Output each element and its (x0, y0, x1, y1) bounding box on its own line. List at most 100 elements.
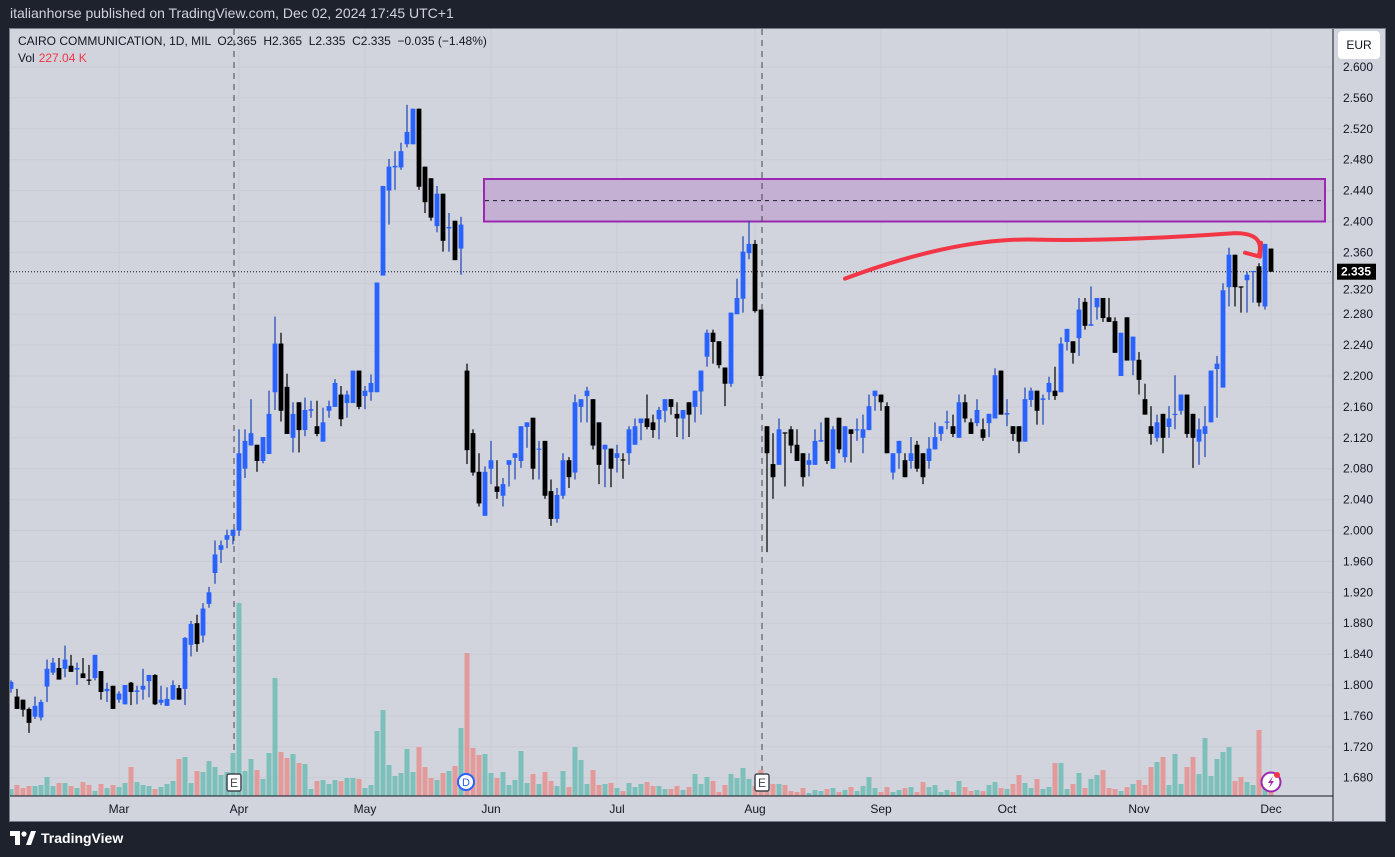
volume-bar (338, 781, 344, 796)
chart-panel[interactable]: 2.600 2.560 2.520 2.480 2.440 2.400 2.360 2.280… (9, 28, 1386, 822)
candle-body (1154, 422, 1160, 438)
candle-body (758, 309, 764, 376)
candle-body (638, 418, 644, 424)
candle-body (1214, 363, 1220, 370)
candle-body (764, 426, 770, 454)
volume-bar (1148, 767, 1154, 796)
candle-body (542, 440, 548, 496)
candle-body (848, 429, 854, 434)
volume-bar (776, 784, 782, 796)
volume-bar (194, 771, 200, 796)
volume-bar (134, 782, 140, 796)
candle-body (704, 332, 710, 357)
candle-body (812, 440, 818, 465)
candle-body (176, 688, 182, 700)
candle-body (458, 224, 464, 249)
candle-body (248, 433, 254, 446)
volume-bar (944, 790, 950, 796)
dividend-marker-icon[interactable] (457, 773, 475, 791)
volume-bar (548, 781, 554, 796)
symbol-legend[interactable]: CAIRO COMMUNICATION, 1D, MIL O2.365 H2.3… (18, 34, 487, 48)
candle-body (398, 151, 404, 168)
volume-bar (1010, 784, 1016, 796)
time-tick-label: Sep (870, 802, 892, 816)
volume-bar (26, 786, 32, 796)
volume-bar (176, 759, 182, 796)
candle-body (1268, 248, 1274, 272)
candle-body (32, 705, 38, 717)
candle-body (350, 370, 356, 404)
price-tick-label: 2.200 (1343, 369, 1373, 383)
volume-bar (998, 788, 1004, 796)
currency-button[interactable]: EUR (1338, 31, 1380, 59)
candle-body (914, 444, 920, 469)
volume-bar (830, 788, 836, 796)
candle-body (896, 440, 902, 454)
candle-body (584, 390, 590, 397)
volume-bar (446, 771, 452, 796)
candle-body (380, 185, 386, 276)
earnings-marker-icon[interactable] (754, 773, 770, 792)
candle-body (1070, 341, 1076, 353)
volume-bar (590, 770, 596, 796)
volume-bar (86, 785, 92, 796)
candle-body (1262, 243, 1268, 307)
volume-bar (260, 779, 266, 796)
volume-bar (1178, 784, 1184, 796)
candle-body (548, 491, 554, 519)
price-tick-label: 1.960 (1343, 554, 1373, 568)
volume-bar (722, 785, 728, 796)
price-tick-label: 1.920 (1343, 585, 1373, 599)
volume-bar (1202, 738, 1208, 796)
volume-bar (344, 778, 350, 796)
volume-bar (890, 792, 896, 796)
candle-body (1196, 429, 1202, 442)
candle-body (482, 471, 488, 516)
candle-body (1226, 254, 1232, 288)
volume-bar (530, 774, 536, 796)
volume-bar (308, 789, 314, 796)
volume-bar (1130, 784, 1136, 796)
volume-bar (104, 788, 110, 796)
candle-body (1124, 317, 1130, 361)
candle-body (824, 417, 830, 461)
candle-body (794, 444, 800, 461)
candle-body (1004, 413, 1010, 415)
volume-bar (920, 782, 926, 796)
candle-body (1178, 394, 1184, 411)
candle-body (950, 426, 956, 434)
volume-bar (116, 787, 122, 796)
volume-bar (1034, 779, 1040, 796)
volume-bar (992, 782, 998, 796)
volume-bar (68, 786, 74, 796)
candle-body (62, 659, 68, 669)
candle-body (1250, 270, 1256, 273)
volume-bar (962, 787, 968, 796)
candle-body (1052, 390, 1058, 397)
candle-body (554, 494, 560, 519)
volume-legend[interactable]: Vol 227.04 K (18, 51, 87, 65)
annotation-arrow[interactable] (843, 231, 1262, 281)
candle-body (1022, 399, 1028, 442)
volume-bar (266, 753, 272, 796)
candle-body (290, 413, 296, 438)
volume-bar (1058, 763, 1064, 796)
price-tick-label: 2.240 (1343, 338, 1373, 352)
volume-bar (326, 784, 332, 796)
tradingview-logo[interactable]: TradingView (10, 830, 123, 846)
volume-bar (1106, 788, 1112, 796)
volume-bar (716, 792, 722, 796)
volume-label: Vol (18, 51, 35, 65)
candle-body (278, 343, 284, 411)
volume-bar (980, 791, 986, 796)
volume-bar (404, 749, 410, 796)
candle-body (1112, 321, 1118, 353)
candlestick-chart[interactable]: 2.600 2.560 2.520 2.480 2.440 2.400 2.360 2.280… (10, 29, 1385, 821)
volume-bar (272, 678, 278, 796)
volume-bar (380, 710, 386, 796)
earnings-marker-icon[interactable] (226, 773, 242, 792)
candle-body (788, 429, 794, 446)
volume-bar (392, 776, 398, 796)
candle-body (1172, 413, 1178, 416)
candle-body (1208, 370, 1214, 423)
